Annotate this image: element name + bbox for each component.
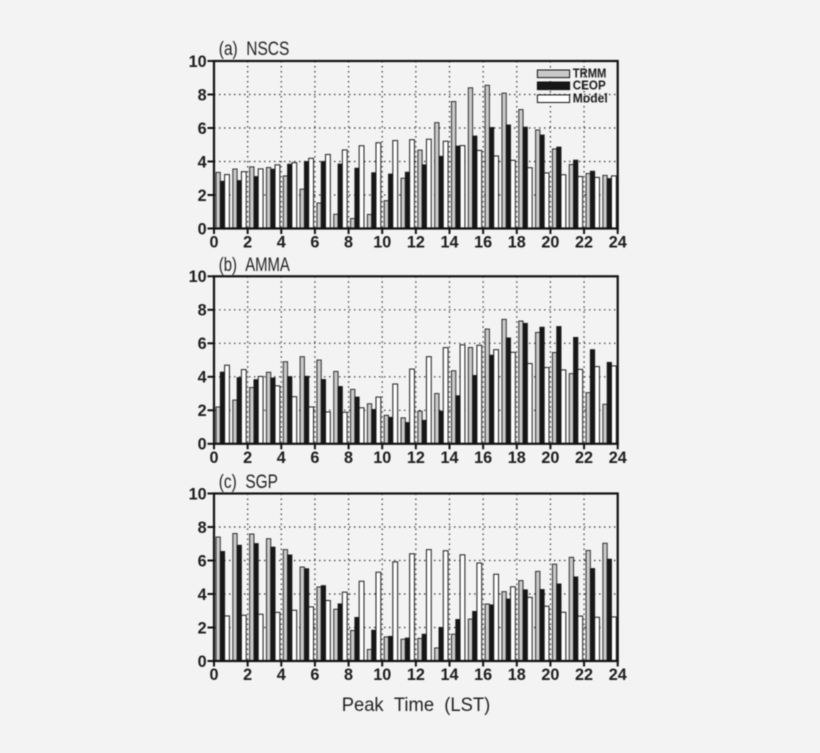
svg-text:2: 2	[198, 187, 207, 205]
svg-text:4: 4	[277, 234, 286, 252]
svg-text:16: 16	[474, 666, 492, 684]
svg-text:CEOP: CEOP	[573, 78, 606, 93]
svg-text:TRMM: TRMM	[573, 66, 607, 81]
svg-text:2: 2	[198, 402, 207, 420]
svg-text:2: 2	[243, 449, 252, 467]
svg-text:12: 12	[407, 449, 425, 467]
svg-text:6: 6	[198, 120, 207, 138]
svg-text:4: 4	[198, 369, 207, 387]
svg-text:10: 10	[189, 53, 207, 71]
svg-text:24: 24	[609, 666, 627, 684]
svg-text:0: 0	[209, 666, 218, 684]
svg-text:20: 20	[541, 449, 559, 467]
svg-text:24: 24	[609, 449, 627, 467]
svg-text:20: 20	[541, 234, 559, 252]
svg-text:6: 6	[198, 335, 207, 353]
svg-text:12: 12	[407, 234, 425, 252]
svg-text:4: 4	[277, 449, 286, 467]
svg-text:8: 8	[198, 302, 207, 320]
svg-text:4: 4	[198, 586, 207, 604]
svg-text:Peak Time (LST): Peak Time (LST)	[342, 694, 491, 716]
svg-text:10: 10	[189, 268, 207, 286]
svg-text:16: 16	[474, 234, 492, 252]
svg-text:6: 6	[198, 552, 207, 570]
svg-text:8: 8	[198, 86, 207, 104]
svg-text:10: 10	[373, 666, 391, 684]
svg-text:6: 6	[310, 234, 319, 252]
svg-text:12: 12	[407, 666, 425, 684]
svg-text:14: 14	[440, 449, 458, 467]
svg-text:(c) SGP: (c) SGP	[219, 472, 278, 493]
svg-text:0: 0	[209, 449, 218, 467]
svg-text:10: 10	[189, 485, 207, 503]
svg-text:0: 0	[198, 436, 207, 454]
svg-text:20: 20	[541, 666, 559, 684]
svg-text:2: 2	[198, 619, 207, 637]
svg-text:0: 0	[209, 234, 218, 252]
svg-text:8: 8	[344, 666, 353, 684]
svg-text:6: 6	[310, 666, 319, 684]
svg-text:16: 16	[474, 449, 492, 467]
svg-text:8: 8	[344, 449, 353, 467]
svg-text:14: 14	[440, 666, 458, 684]
svg-text:22: 22	[575, 666, 593, 684]
svg-text:2: 2	[243, 234, 252, 252]
svg-text:2: 2	[243, 666, 252, 684]
svg-text:6: 6	[310, 449, 319, 467]
svg-text:24: 24	[609, 234, 627, 252]
svg-text:(a) NSCS: (a) NSCS	[219, 39, 289, 60]
svg-text:14: 14	[440, 234, 458, 252]
svg-text:10: 10	[373, 234, 391, 252]
svg-text:4: 4	[277, 666, 286, 684]
svg-text:0: 0	[198, 220, 207, 238]
svg-text:8: 8	[344, 234, 353, 252]
svg-text:18: 18	[508, 449, 526, 467]
svg-text:4: 4	[198, 153, 207, 171]
svg-text:10: 10	[373, 449, 391, 467]
svg-text:22: 22	[575, 234, 593, 252]
svg-text:0: 0	[198, 653, 207, 671]
svg-text:8: 8	[198, 519, 207, 537]
svg-text:18: 18	[508, 234, 526, 252]
svg-text:22: 22	[575, 449, 593, 467]
svg-text:(b) AMMA: (b) AMMA	[219, 255, 290, 276]
svg-text:Model: Model	[573, 91, 608, 106]
svg-text:18: 18	[508, 666, 526, 684]
